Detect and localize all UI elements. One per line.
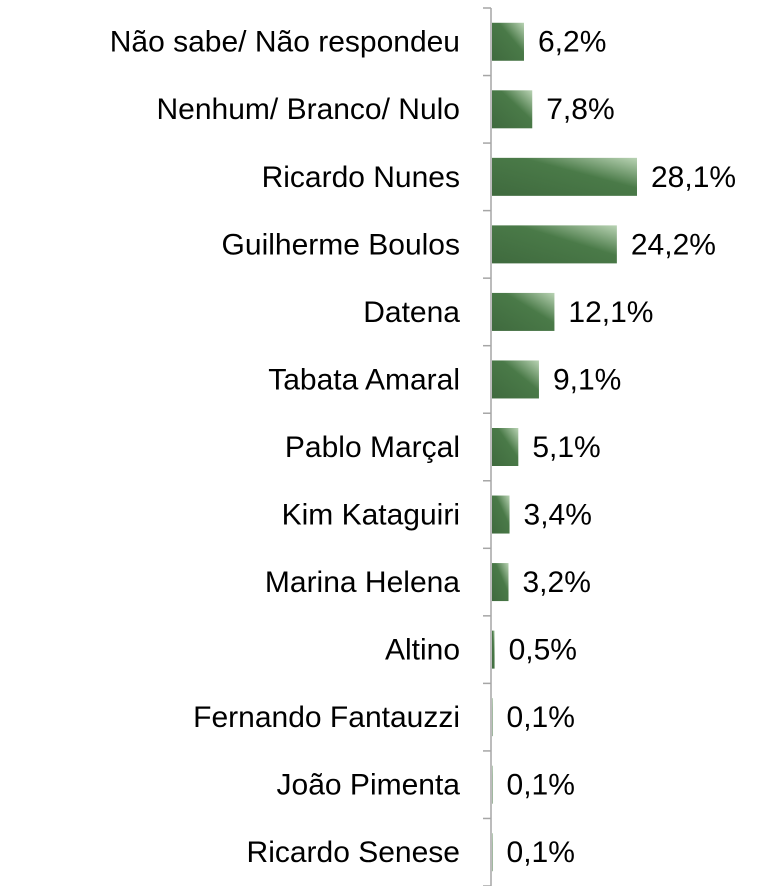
value-label: 3,4% — [524, 498, 592, 531]
category-label: João Pimenta — [277, 769, 461, 802]
value-label: 0,1% — [507, 836, 575, 869]
bar — [492, 563, 509, 602]
bar — [492, 765, 493, 804]
category-label: Tabata Amaral — [268, 363, 460, 396]
bar — [492, 292, 555, 331]
category-label: Ricardo Nunes — [262, 161, 460, 194]
category-label: Altino — [385, 634, 460, 667]
bar — [492, 360, 539, 399]
value-label: 28,1% — [651, 161, 736, 194]
category-label: Fernando Fantauzzi — [193, 701, 460, 734]
bar — [492, 22, 524, 61]
value-label: 12,1% — [568, 296, 653, 329]
value-label: 3,2% — [523, 566, 591, 599]
value-label: 7,8% — [546, 93, 614, 126]
bar — [492, 698, 493, 737]
category-label: Guilherme Boulos — [222, 228, 460, 261]
bar — [492, 428, 519, 466]
bar — [492, 630, 495, 669]
category-label: Marina Helena — [265, 566, 460, 599]
bar — [492, 157, 637, 196]
category-label: Nenhum/ Branco/ Nulo — [157, 93, 461, 126]
value-label: 6,2% — [538, 26, 606, 59]
category-label: Ricardo Senese — [247, 836, 460, 869]
value-label: 9,1% — [553, 363, 621, 396]
category-label: Pablo Marçal — [285, 431, 460, 464]
category-label: Datena — [363, 296, 460, 329]
value-label: 5,1% — [532, 431, 600, 464]
bar — [492, 225, 617, 264]
category-label: Não sabe/ Não respondeu — [110, 26, 460, 59]
bar — [492, 495, 510, 534]
bar — [492, 833, 493, 872]
bar — [492, 90, 533, 129]
value-label: 0,1% — [507, 769, 575, 802]
value-label: 24,2% — [631, 228, 716, 261]
value-label: 0,1% — [507, 701, 575, 734]
value-label: 0,5% — [509, 634, 577, 667]
category-label: Kim Kataguiri — [282, 498, 460, 531]
